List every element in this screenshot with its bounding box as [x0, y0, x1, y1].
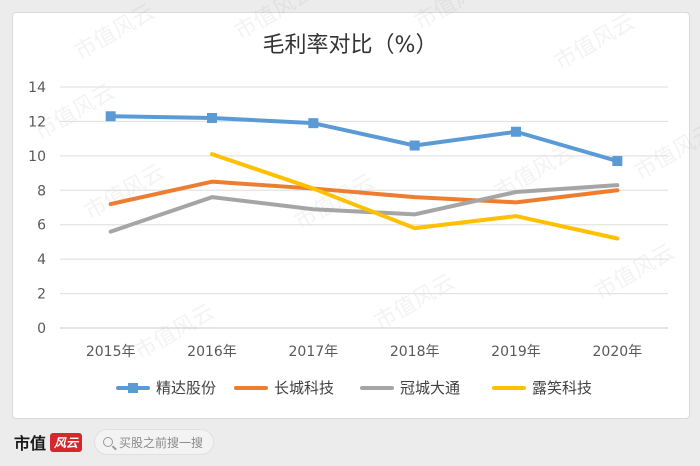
chart-title: 毛利率对比（%） [263, 33, 438, 58]
brand-badge: 风云 [50, 432, 83, 452]
legend-label: 长城科技 [274, 379, 334, 397]
footer-bar: 市值 风云 买股之前搜一搜 [0, 420, 700, 466]
data-point-marker [409, 140, 420, 151]
data-point-marker [105, 111, 116, 122]
legend-marker [128, 383, 138, 393]
data-point-marker [511, 126, 521, 137]
x-tick-label: 2016年 [187, 344, 237, 360]
data-point-marker [308, 118, 319, 129]
y-tick-label: 4 [37, 252, 46, 268]
y-tick-label: 2 [37, 287, 46, 303]
x-tick-label: 2020年 [593, 344, 643, 360]
watermark-text: 市值风云 [631, 120, 700, 186]
y-tick-label: 0 [37, 321, 46, 337]
search-icon [103, 437, 113, 447]
series-line-1 [108, 114, 620, 164]
data-point-marker [612, 156, 623, 167]
watermark-text: 市值风云 [551, 10, 640, 76]
search-placeholder: 买股之前搜一搜 [119, 435, 204, 450]
y-tick-label: 10 [28, 149, 46, 165]
brand-name: 市值 [14, 434, 47, 453]
y-tick-label: 6 [37, 218, 46, 234]
x-tick-label: 2019年 [491, 344, 541, 360]
y-tick-label: 8 [37, 183, 46, 199]
y-tick-label: 14 [28, 80, 46, 96]
x-tick-label: 2015年 [86, 344, 136, 360]
watermark-text: 市值风云 [291, 170, 380, 236]
watermark-text: 市值风云 [371, 270, 460, 336]
legend-label: 露笑科技 [532, 379, 592, 397]
data-point-marker [207, 112, 217, 123]
legend-label: 精达股份 [156, 379, 216, 397]
y-tick-label: 12 [28, 114, 46, 130]
watermark-text: 市值风云 [591, 240, 680, 306]
x-tick-label: 2017年 [289, 344, 339, 360]
watermark-text: 市值风云 [411, 0, 500, 35]
series-line-4 [210, 152, 620, 241]
series-line-2 [108, 179, 620, 207]
search-input[interactable]: 买股之前搜一搜 [94, 429, 214, 455]
brand-logo[interactable]: 市值 风云 [14, 430, 83, 454]
series-line-3 [108, 183, 620, 234]
legend-label: 冠城大通 [400, 379, 460, 397]
watermark-text: 市值风云 [71, 0, 160, 65]
x-tick-label: 2018年 [390, 344, 440, 360]
chart-card [12, 12, 690, 419]
